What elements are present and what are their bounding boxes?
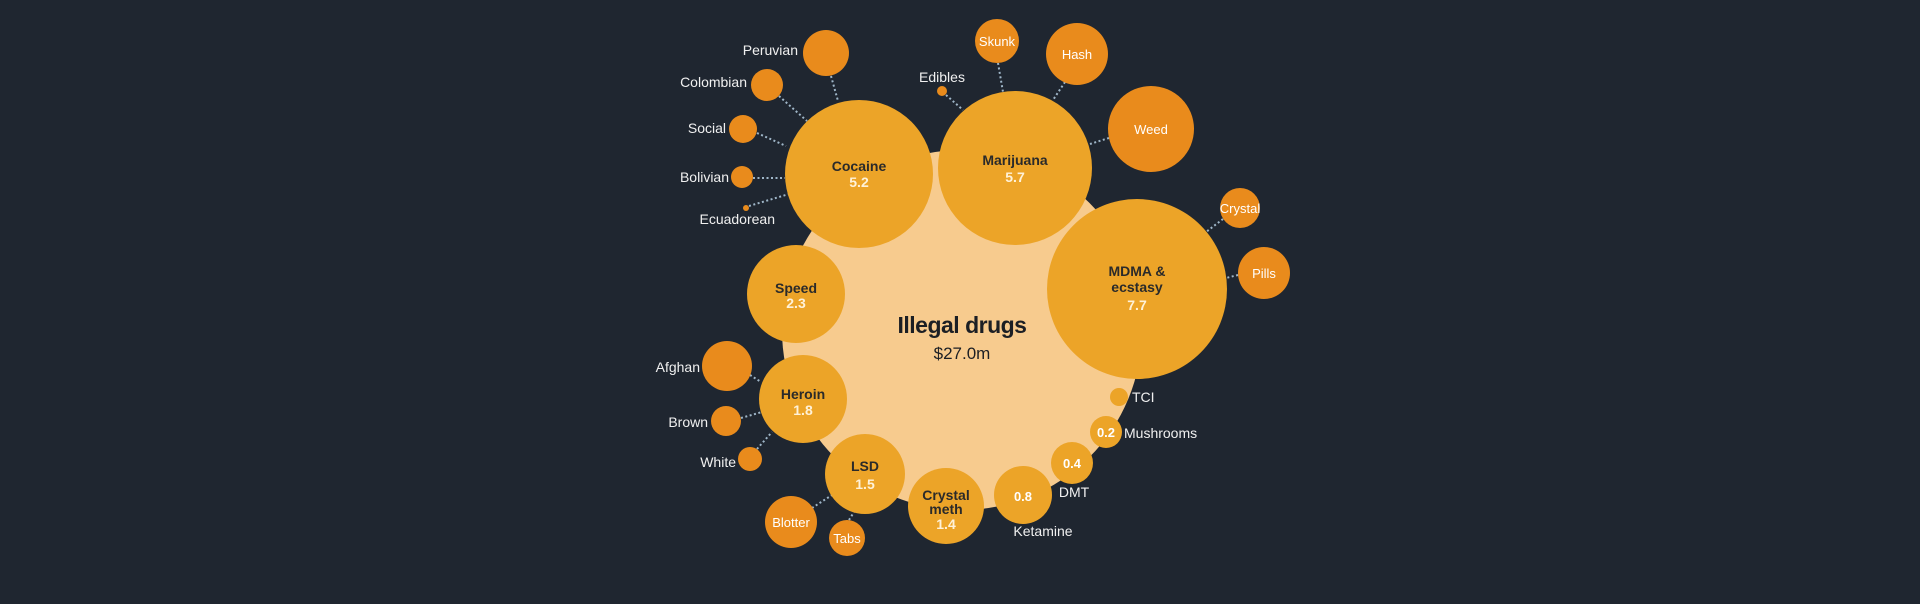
connector-pills — [1225, 274, 1239, 279]
label-colombian: Colombian — [680, 74, 747, 90]
label-mushrooms: Mushrooms — [1124, 425, 1197, 441]
connector-hash — [1052, 81, 1066, 101]
label-tci: TCI — [1132, 389, 1155, 405]
bubble-bolivian — [731, 166, 753, 188]
bubble-ecuadorean — [743, 205, 749, 211]
label-peruvian: Peruvian — [743, 42, 798, 58]
bubble-tabs — [829, 520, 865, 556]
connector-ecuadorean — [748, 193, 790, 207]
label-lsd: LSD — [851, 458, 879, 474]
bubble-heroin — [759, 355, 847, 443]
label-crystal: Crystal — [1220, 201, 1261, 216]
label-edibles: Edibles — [919, 69, 965, 85]
connector-blotter — [811, 494, 833, 509]
value-ketamine: 0.8 — [1014, 489, 1032, 504]
bubble-peruvian — [803, 30, 849, 76]
label-afghan: Afghan — [656, 359, 700, 375]
connector-colombian — [778, 95, 808, 122]
bubble-colombian — [751, 69, 783, 101]
value-lsd: 1.5 — [855, 476, 875, 492]
connector-skunk — [997, 62, 1004, 93]
bubble-lsd — [825, 434, 905, 514]
connector-brown — [740, 411, 763, 419]
label-mdma-line2: ecstasy — [1111, 279, 1163, 295]
connector-afghan — [749, 374, 762, 383]
connector-white — [756, 431, 773, 450]
value-crystalmeth: 1.4 — [936, 516, 956, 532]
bubble-speed — [747, 245, 845, 343]
value-heroin: 1.8 — [793, 402, 813, 418]
label-heroin: Heroin — [781, 386, 825, 402]
connector-weed — [1089, 137, 1110, 145]
label-ecuadorean: Ecuadorean — [699, 211, 775, 227]
bubble-afghan — [702, 341, 752, 391]
value-mdma: 7.7 — [1127, 297, 1147, 313]
label-crystalmeth-line2: meth — [929, 501, 962, 517]
chart-total: $27.0m — [934, 344, 991, 363]
value-cocaine: 5.2 — [849, 174, 869, 190]
bubble-tci — [1110, 388, 1128, 406]
label-weed: Weed — [1134, 122, 1168, 137]
bubble-weed — [1108, 86, 1194, 172]
label-white: White — [700, 454, 736, 470]
bubble-white — [738, 447, 762, 471]
label-mdma: MDMA & — [1108, 263, 1165, 279]
value-dmt: 0.4 — [1063, 456, 1082, 471]
bubble-layer — [702, 19, 1290, 556]
bubble-dmt — [1051, 442, 1093, 484]
label-tabs: Tabs — [833, 531, 861, 546]
bubble-skunk — [975, 19, 1019, 63]
label-brown: Brown — [668, 414, 708, 430]
label-dmt: DMT — [1059, 484, 1090, 500]
connector-crystal — [1205, 218, 1224, 233]
label-ketamine: Ketamine — [1013, 523, 1072, 539]
bubble-brown — [711, 406, 741, 436]
bubble-hash — [1046, 23, 1108, 85]
connector-edibles — [945, 94, 964, 111]
connector-social — [756, 132, 787, 147]
label-social: Social — [688, 120, 726, 136]
label-crystalmeth: Crystal — [922, 487, 969, 503]
value-marijuana: 5.7 — [1005, 169, 1025, 185]
label-blotter: Blotter — [772, 515, 810, 530]
bubble-crystalmeth — [908, 468, 984, 544]
label-speed: Speed — [775, 280, 817, 296]
connector-peruvian — [830, 75, 839, 102]
bubble-edibles — [937, 86, 947, 96]
bubble-mushrooms — [1090, 416, 1122, 448]
connector-tabs — [848, 511, 855, 521]
label-skunk: Skunk — [979, 34, 1016, 49]
bubble-ketamine — [994, 466, 1052, 524]
bubble-pills — [1238, 247, 1290, 299]
label-bolivian: Bolivian — [680, 169, 729, 185]
label-cocaine: Cocaine — [832, 158, 887, 174]
bubble-social — [729, 115, 757, 143]
label-pills: Pills — [1252, 266, 1276, 281]
bubble-mdma — [1047, 199, 1227, 379]
bubble-marijuana — [938, 91, 1092, 245]
bubble-cocaine — [785, 100, 933, 248]
connector-lines — [740, 62, 1239, 521]
label-hash: Hash — [1062, 47, 1092, 62]
chart-title: Illegal drugs — [898, 312, 1027, 338]
bubble-blotter — [765, 496, 817, 548]
value-speed: 2.3 — [786, 295, 806, 311]
label-marijuana: Marijuana — [982, 152, 1048, 168]
bubble-crystal — [1220, 188, 1260, 228]
value-mushrooms: 0.2 — [1097, 425, 1115, 440]
